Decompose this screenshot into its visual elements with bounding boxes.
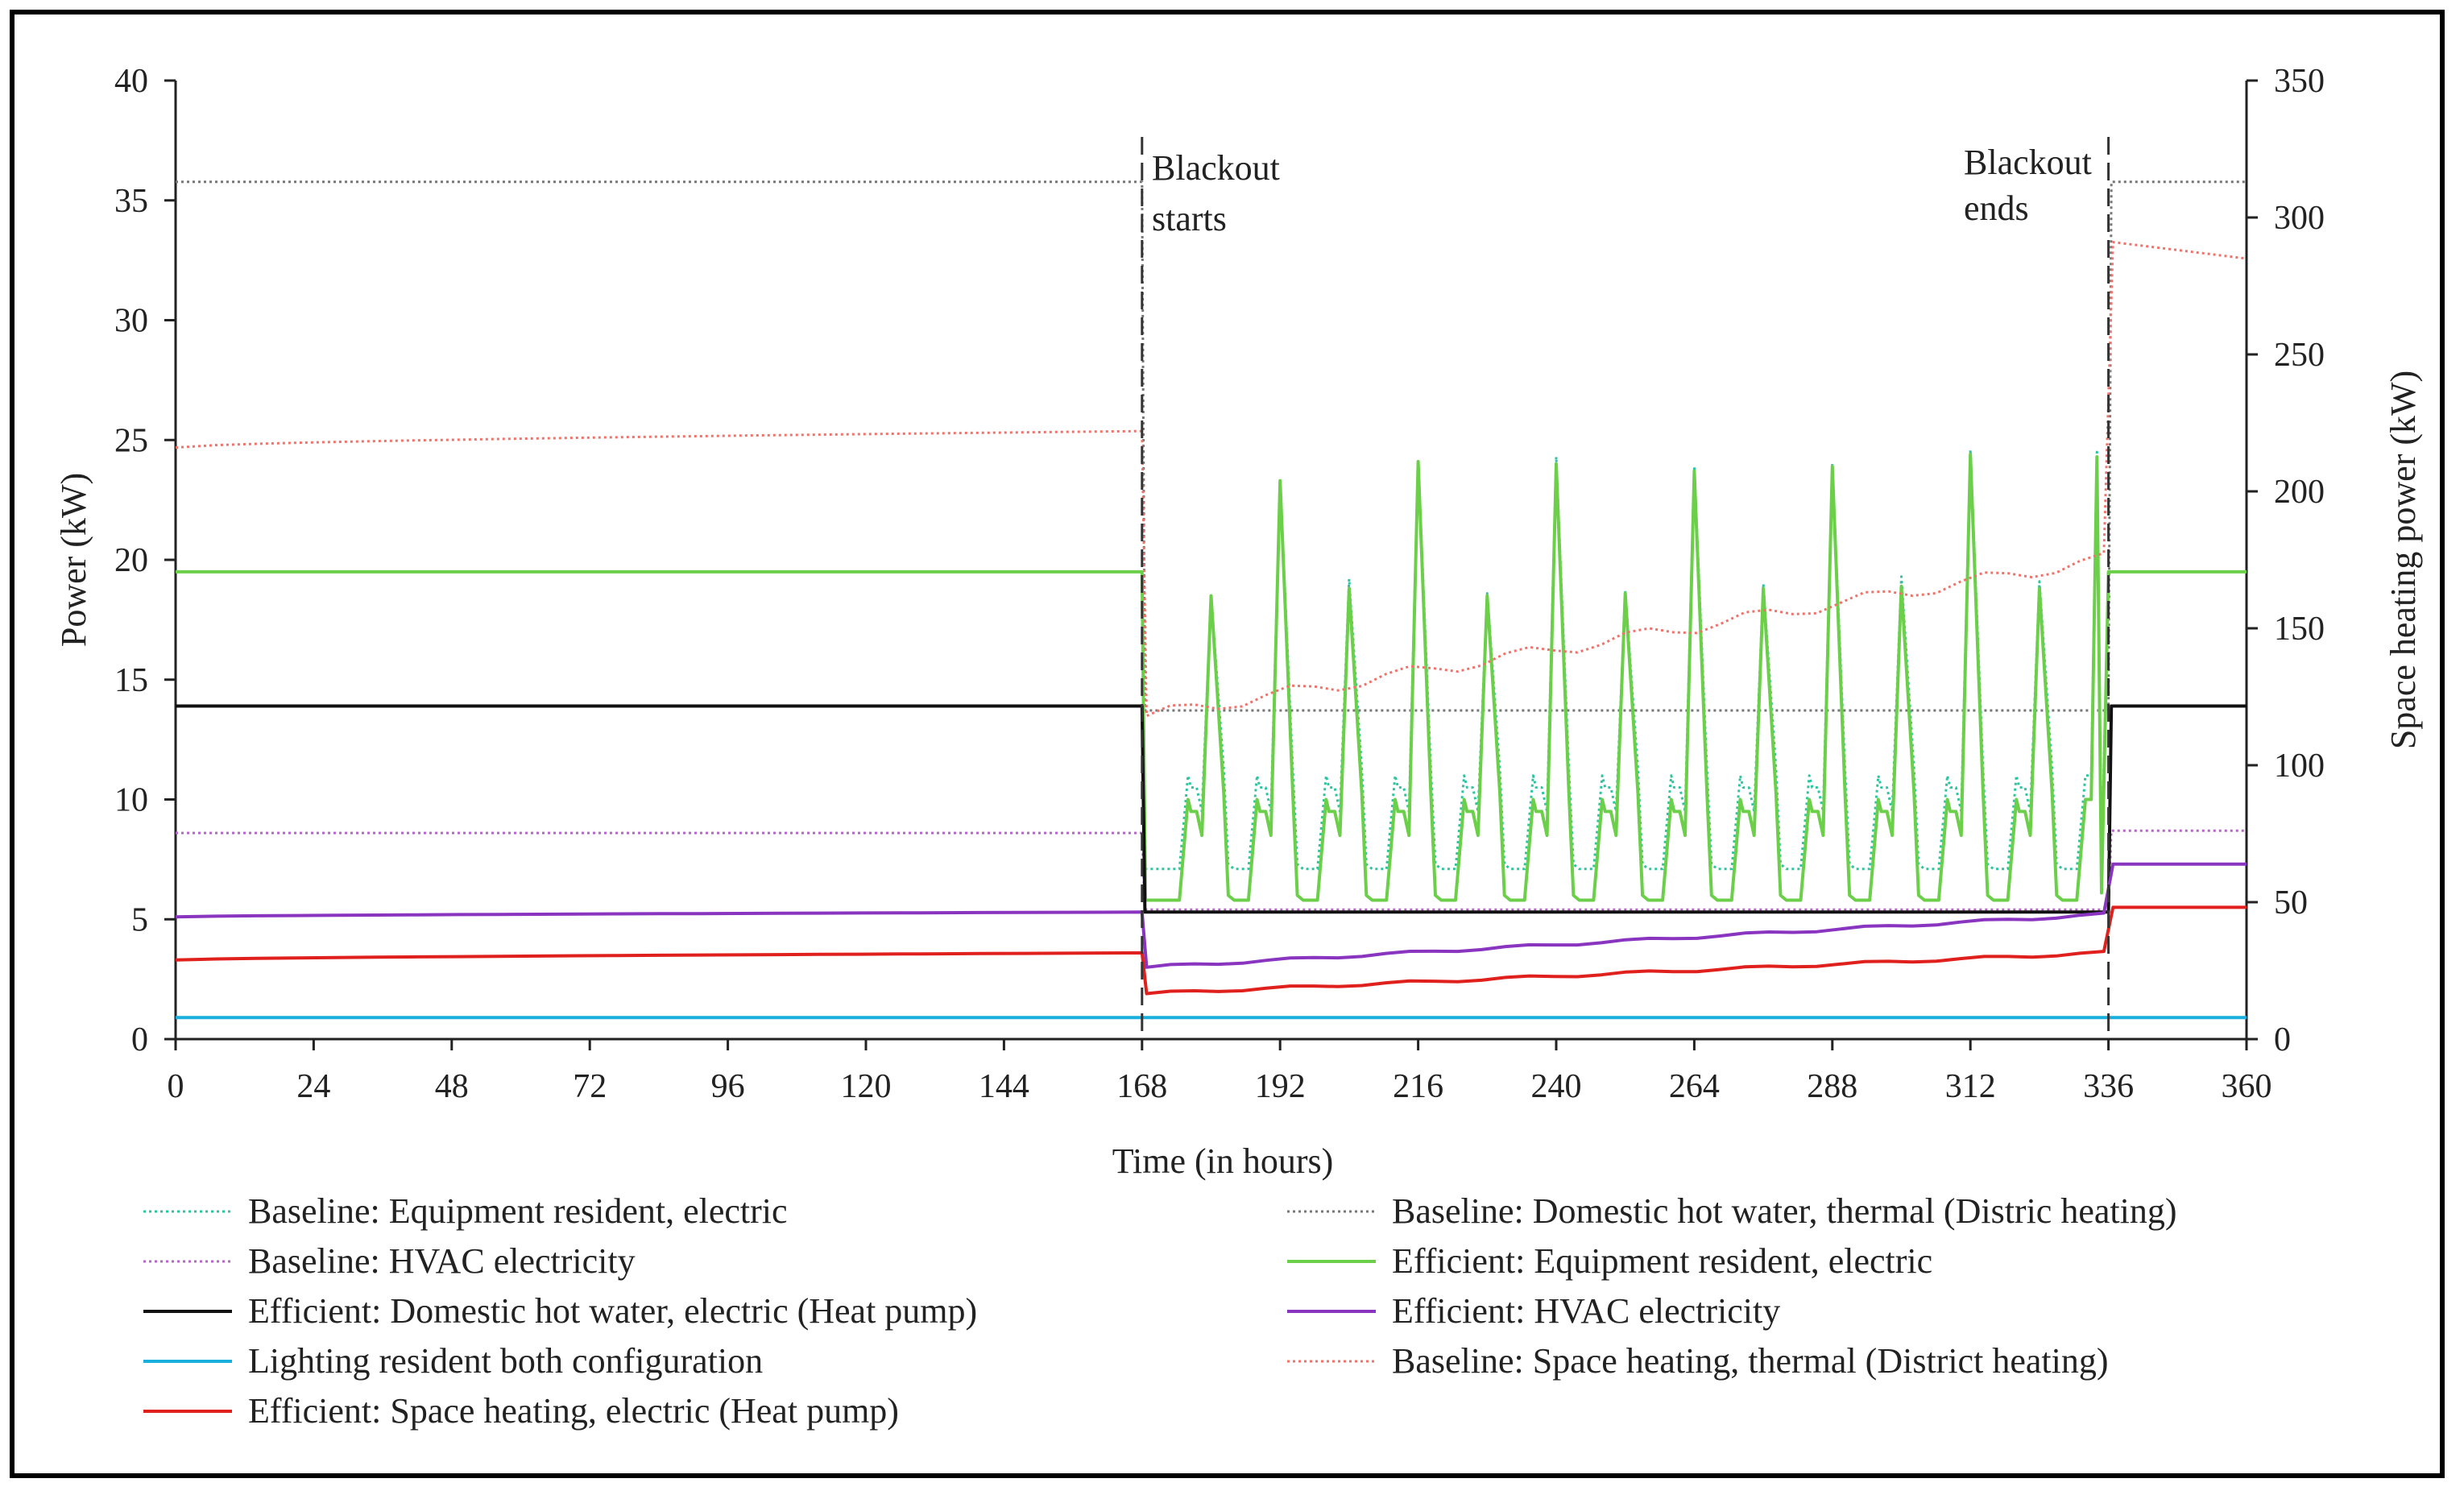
series-line-7 [175,241,2247,718]
x-tick-label: 96 [711,1068,745,1105]
plot-area [175,180,2247,1020]
x-tick-label: 120 [841,1068,892,1105]
right-y-tick-label: 250 [2274,337,2325,374]
right-y-tick-label: 50 [2274,884,2308,922]
left-y-tick-label: 0 [131,1021,148,1058]
left-y-tick-label: 5 [131,901,148,938]
left-y-tick-label: 10 [114,782,148,819]
x-tick-label: 216 [1393,1068,1443,1105]
legend-label: Efficient: Equipment resident, electric [1392,1241,1932,1281]
series-line-0 [176,448,2247,871]
line-chart: 0 24 48 72 96 120 144 168 192 216 240 264 288 312 336 3… [54,63,2423,1431]
blackout-end-label-line2: ends [1964,188,2029,228]
legend: Baseline: Equipment resident, electric Ba… [143,1191,2177,1431]
x-axis-title: Time (in hours) [1112,1141,1334,1181]
x-tick-label: 0 [168,1068,184,1105]
left-y-tick-label: 15 [114,662,148,699]
right-y-tick-label: 100 [2274,748,2325,785]
blackout-start-label-line1: Blackout [1152,148,1280,188]
left-y-tick-label: 40 [114,63,148,100]
right-y-tick-label: 200 [2274,474,2325,511]
left-y-tick-label: 30 [114,303,148,340]
series-line-4 [176,704,2247,914]
x-tick-label: 48 [435,1068,469,1105]
x-tick-label: 168 [1116,1068,1167,1105]
blackout-end-label-line1: Blackout [1964,143,2092,182]
ticks-group: 0 24 48 72 96 120 144 168 192 216 240 264 288 312 336 3… [114,63,2325,1105]
legend-label: Lighting resident both configuration [248,1341,763,1381]
legend-label: Efficient: Space heating, electric (Heat… [248,1391,899,1431]
legend-label: Efficient: HVAC electricity [1392,1291,1780,1331]
right-y-tick-label: 0 [2274,1021,2291,1058]
x-tick-label: 240 [1531,1068,1582,1105]
left-y-axis-title: Power (kW) [54,473,93,647]
series-line-2 [176,829,2247,911]
chart-frame: 0 24 48 72 96 120 144 168 192 216 240 264 288 312 336 3… [10,10,2445,1478]
series-line-8 [175,905,2247,996]
x-tick-label: 72 [573,1068,607,1105]
left-y-tick-label: 25 [114,422,148,459]
legend-label: Efficient: Domestic hot water, electric … [248,1291,977,1331]
right-y-axis-title: Space heating power (kW) [2383,371,2423,749]
x-tick-label: 288 [1807,1068,1857,1105]
x-tick-label: 192 [1255,1068,1306,1105]
x-tick-label: 336 [2083,1068,2134,1105]
right-y-tick-label: 300 [2274,200,2325,237]
x-tick-label: 360 [2222,1068,2272,1105]
x-tick-label: 312 [1945,1068,1996,1105]
legend-label: Baseline: HVAC electricity [248,1241,636,1281]
legend-label: Baseline: Space heating, thermal (Distri… [1392,1341,2108,1381]
annotations-group: Blackout starts Blackout ends [1141,137,2110,1039]
x-tick-label: 264 [1669,1068,1720,1105]
legend-label: Baseline: Domestic hot water, thermal (D… [1392,1191,2177,1231]
x-tick-label: 144 [979,1068,1029,1105]
right-y-tick-label: 150 [2274,611,2325,648]
series-line-3 [176,453,2247,902]
right-y-tick-label: 350 [2274,63,2325,100]
legend-label: Baseline: Equipment resident, electric [248,1191,788,1231]
x-tick-label: 24 [296,1068,330,1105]
blackout-start-label-line2: starts [1152,199,1227,238]
left-y-tick-label: 35 [114,183,148,220]
left-y-tick-label: 20 [114,542,148,579]
series-line-5 [175,862,2247,969]
